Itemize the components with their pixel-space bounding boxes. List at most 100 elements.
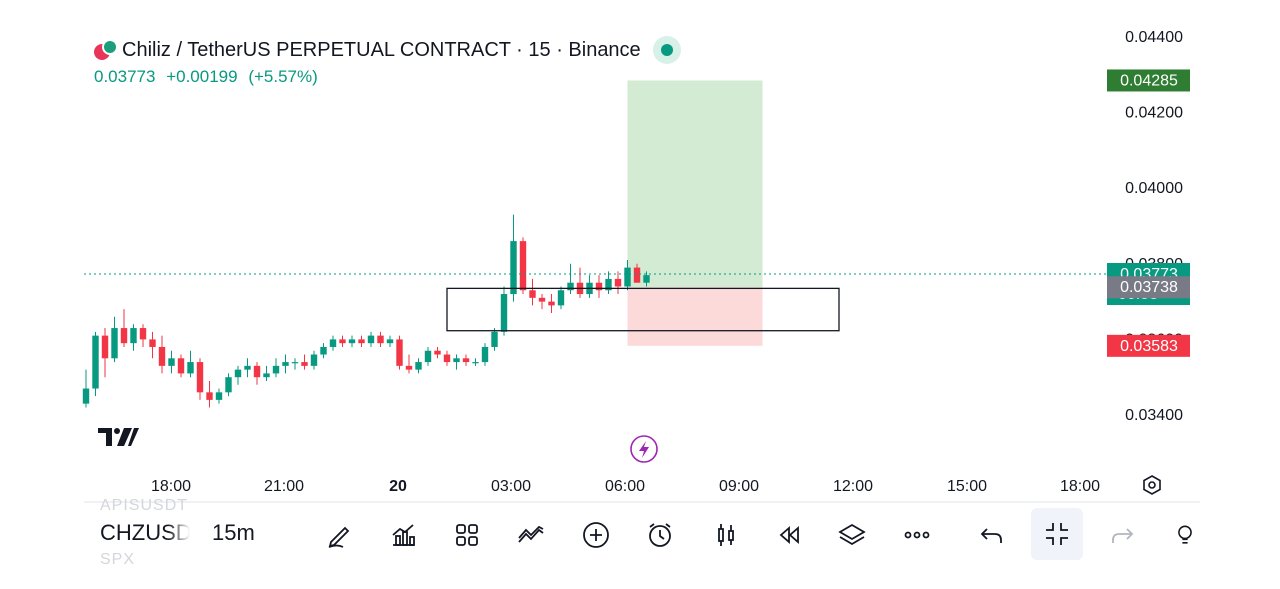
market-open-icon[interactable] — [652, 36, 681, 64]
symbol-selector[interactable]: CHZUSDT — [100, 520, 190, 545]
price-change-percent: (+5.57%) — [248, 67, 318, 86]
candle — [206, 392, 213, 400]
y-tick-label: 0.04000 — [1125, 180, 1183, 197]
candle — [367, 335, 375, 344]
zone-rectangle — [446, 287, 840, 332]
layers-icon[interactable] — [832, 515, 872, 555]
x-tick-label: 15:00 — [947, 478, 987, 495]
price-change: +0.00199 — [166, 67, 238, 86]
candle — [557, 290, 565, 306]
candle — [139, 328, 147, 340]
candle — [481, 346, 489, 363]
bottom-toolbar: APISUSDT CHZUSDT SPX 15m — [0, 497, 1200, 565]
candle — [82, 388, 90, 404]
add-icon[interactable] — [576, 515, 616, 555]
candle — [111, 328, 118, 359]
candle — [101, 335, 109, 359]
candle — [614, 278, 622, 287]
candle — [168, 358, 175, 366]
candle — [538, 297, 546, 302]
candle — [310, 354, 318, 366]
candle — [149, 339, 156, 347]
lightning-icon — [630, 435, 658, 463]
x-tick-label: 12:00 — [833, 478, 873, 495]
more-icon[interactable] — [897, 515, 937, 555]
candle — [595, 282, 603, 291]
candle — [339, 339, 346, 344]
candle — [177, 358, 185, 374]
candle — [462, 358, 470, 363]
candle — [491, 331, 498, 347]
undo-icon[interactable] — [972, 515, 1012, 555]
candles-icon[interactable] — [706, 515, 746, 555]
take-profit-zone — [627, 80, 763, 288]
candle — [434, 350, 441, 355]
candle — [253, 365, 261, 378]
candle — [510, 241, 517, 295]
candle — [358, 339, 365, 344]
candle — [529, 290, 536, 298]
y-tick-label: 0.04400 — [1125, 29, 1183, 46]
price-label-bg — [1107, 334, 1190, 357]
candle — [424, 350, 432, 363]
candle — [453, 358, 460, 363]
alert-icon[interactable] — [640, 515, 680, 555]
bulb-icon[interactable] — [1172, 515, 1198, 555]
candle — [244, 365, 251, 370]
candle — [329, 339, 337, 347]
candle — [405, 365, 413, 370]
layouts-icon[interactable] — [447, 515, 487, 555]
candle — [348, 339, 356, 344]
x-tick-label: 18:00 — [151, 478, 191, 495]
symbol-title[interactable]: Chiliz / TetherUS PERPETUAL CONTRACT · 1… — [122, 38, 641, 61]
candle — [643, 275, 650, 283]
candle — [500, 294, 508, 332]
draw-icon[interactable] — [320, 515, 360, 555]
settings-icon[interactable] — [1143, 475, 1161, 495]
candle — [605, 278, 612, 291]
candle — [282, 362, 289, 366]
candle — [263, 373, 270, 378]
collapse-icon[interactable] — [1031, 508, 1083, 560]
tradingview-logo — [98, 428, 139, 446]
candle — [120, 328, 128, 344]
price-label-bg — [1107, 69, 1190, 92]
interval-selector[interactable]: 15m — [212, 520, 255, 545]
indicators-icon[interactable] — [383, 515, 423, 555]
candle — [301, 362, 308, 366]
price-label: 0.04285 — [1120, 72, 1178, 89]
candle — [215, 392, 223, 400]
candle — [624, 267, 631, 287]
candle — [633, 267, 641, 283]
candle — [567, 282, 574, 291]
candle — [234, 369, 242, 378]
stop-loss-zone — [627, 287, 763, 346]
chiliz-logo-icon — [94, 39, 118, 61]
x-tick-label: 18:00 — [1060, 478, 1100, 495]
symbol-prev[interactable]: APISUSDT — [100, 497, 189, 514]
candle — [291, 362, 299, 364]
redo-icon — [1102, 515, 1142, 555]
candle — [225, 377, 232, 393]
candle — [158, 346, 166, 366]
compare-icon[interactable] — [511, 515, 551, 555]
replay-icon[interactable] — [769, 515, 809, 555]
chart-header: Chiliz / TetherUS PERPETUAL CONTRACT · 1… — [94, 36, 681, 87]
candle — [92, 335, 99, 389]
candle — [415, 362, 422, 370]
x-tick-label: 03:00 — [491, 478, 531, 495]
candle — [196, 362, 204, 393]
y-tick-label: 0.04200 — [1125, 105, 1183, 122]
candle — [130, 328, 137, 344]
candle — [472, 362, 479, 364]
candle — [548, 301, 555, 306]
candle — [377, 335, 384, 344]
candle — [386, 339, 394, 344]
symbol-next[interactable]: SPX — [100, 551, 136, 565]
candle — [396, 339, 403, 366]
price-label: 0.03738 — [1120, 279, 1178, 296]
candle — [519, 241, 527, 291]
price-label: 0.03583 — [1120, 338, 1178, 355]
x-tick-label: 21:00 — [264, 478, 304, 495]
